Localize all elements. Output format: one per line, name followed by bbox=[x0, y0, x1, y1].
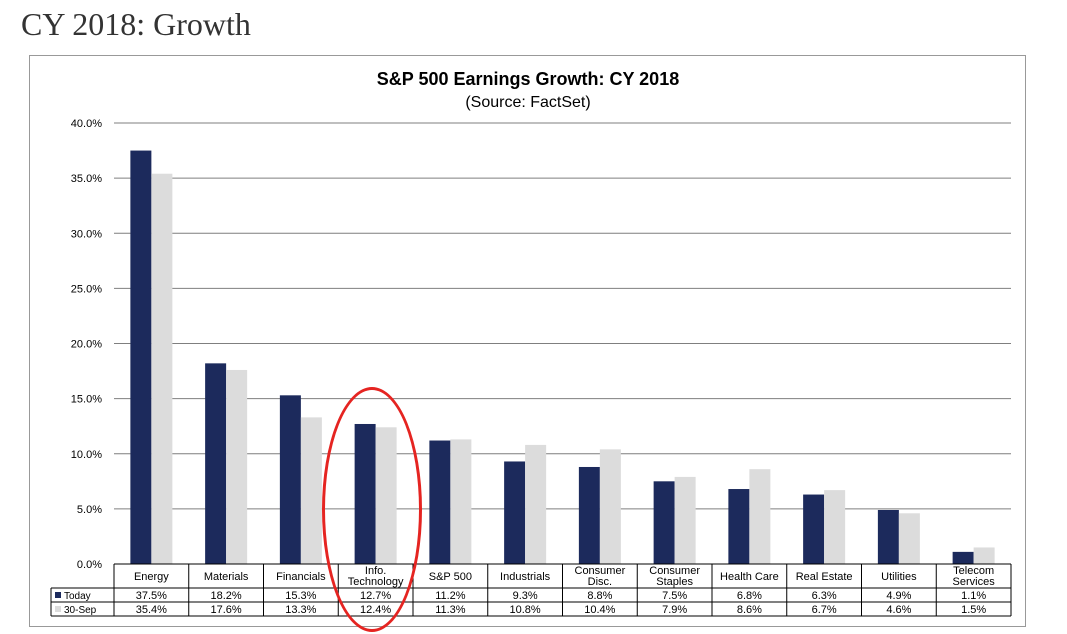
data-label: 13.3% bbox=[285, 604, 316, 616]
bar-30-sep bbox=[450, 439, 472, 564]
bar-today bbox=[952, 551, 974, 564]
data-label: 9.3% bbox=[513, 590, 538, 602]
earnings-growth-chart: S&P 500 Earnings Growth: CY 2018 (Source:… bbox=[50, 69, 1012, 617]
bar-today bbox=[728, 489, 750, 564]
data-label: 10.8% bbox=[510, 604, 541, 616]
y-tick-label: 30.0% bbox=[71, 228, 102, 240]
x-category-label: Real Estate bbox=[796, 571, 853, 583]
bar-today bbox=[205, 363, 227, 564]
legend-key bbox=[55, 592, 61, 598]
legend-key bbox=[55, 606, 61, 612]
x-category-label: Consumer bbox=[575, 565, 626, 577]
data-label: 6.3% bbox=[812, 590, 837, 602]
bar-today bbox=[429, 440, 451, 564]
x-category-label: Staples bbox=[656, 576, 693, 588]
bar-30-sep bbox=[375, 427, 397, 564]
legend-label: 30-Sep bbox=[64, 605, 97, 616]
bar-today bbox=[803, 494, 825, 564]
data-label: 8.8% bbox=[587, 590, 612, 602]
y-tick-label: 35.0% bbox=[71, 173, 102, 185]
data-label: 1.1% bbox=[961, 590, 986, 602]
bar-today bbox=[130, 150, 152, 564]
data-label: 12.7% bbox=[360, 590, 391, 602]
y-tick-label: 20.0% bbox=[71, 339, 102, 351]
data-label: 11.2% bbox=[435, 590, 466, 602]
data-label: 11.3% bbox=[435, 604, 466, 616]
data-label: 37.5% bbox=[136, 590, 167, 602]
data-label: 6.8% bbox=[737, 590, 762, 602]
legend-label: Today bbox=[64, 591, 91, 602]
bar-30-sep bbox=[674, 476, 696, 564]
bar-30-sep bbox=[973, 547, 995, 564]
y-tick-label: 15.0% bbox=[71, 394, 102, 406]
data-label: 10.4% bbox=[584, 604, 615, 616]
y-tick-label: 40.0% bbox=[71, 118, 102, 130]
data-label: 17.6% bbox=[211, 604, 242, 616]
x-category-label: Health Care bbox=[720, 571, 779, 583]
x-category-label: S&P 500 bbox=[429, 571, 472, 583]
data-label: 1.5% bbox=[961, 604, 986, 616]
x-category-label: Telecom bbox=[953, 565, 994, 577]
bar-today bbox=[504, 461, 526, 564]
data-label: 12.4% bbox=[360, 604, 391, 616]
x-category-label: Consumer bbox=[649, 565, 700, 577]
bar-30-sep bbox=[749, 469, 771, 564]
x-category-label: Industrials bbox=[500, 571, 551, 583]
chart-title: S&P 500 Earnings Growth: CY 2018 bbox=[377, 69, 679, 89]
y-tick-label: 5.0% bbox=[77, 504, 102, 516]
data-label: 35.4% bbox=[136, 604, 167, 616]
bar-today bbox=[653, 481, 675, 564]
chart-panel: S&P 500 Earnings Growth: CY 2018 (Source:… bbox=[29, 55, 1026, 627]
data-label: 7.5% bbox=[662, 590, 687, 602]
y-tick-label: 10.0% bbox=[71, 449, 102, 461]
bar-today bbox=[877, 509, 899, 564]
bar-30-sep bbox=[824, 490, 846, 564]
page-heading: CY 2018: Growth bbox=[21, 6, 251, 42]
bar-30-sep bbox=[898, 513, 920, 564]
y-tick-label: 0.0% bbox=[77, 559, 102, 571]
data-label: 18.2% bbox=[211, 590, 242, 602]
x-category-label: Utilities bbox=[881, 571, 917, 583]
chart-subtitle: (Source: FactSet) bbox=[465, 94, 590, 111]
x-category-label: Technology bbox=[348, 576, 404, 588]
bar-30-sep bbox=[300, 417, 322, 564]
data-label: 4.6% bbox=[886, 604, 911, 616]
x-category-label: Disc. bbox=[588, 576, 612, 588]
bar-today bbox=[578, 466, 600, 564]
bar-30-sep bbox=[599, 449, 621, 564]
data-label: 8.6% bbox=[737, 604, 762, 616]
bar-30-sep bbox=[151, 173, 173, 564]
y-tick-label: 25.0% bbox=[71, 283, 102, 295]
x-category-label: Materials bbox=[204, 571, 249, 583]
bar-today bbox=[354, 423, 376, 564]
x-category-label: Financials bbox=[276, 571, 326, 583]
x-category-label: Energy bbox=[134, 571, 169, 583]
x-category-label: Info. bbox=[365, 565, 386, 577]
data-label: 6.7% bbox=[812, 604, 837, 616]
x-category-label: Services bbox=[953, 576, 996, 588]
data-label: 4.9% bbox=[886, 590, 911, 602]
bar-30-sep bbox=[525, 444, 547, 564]
bar-30-sep bbox=[226, 369, 248, 564]
data-label: 7.9% bbox=[662, 604, 687, 616]
bar-today bbox=[279, 395, 301, 564]
data-label: 15.3% bbox=[285, 590, 316, 602]
